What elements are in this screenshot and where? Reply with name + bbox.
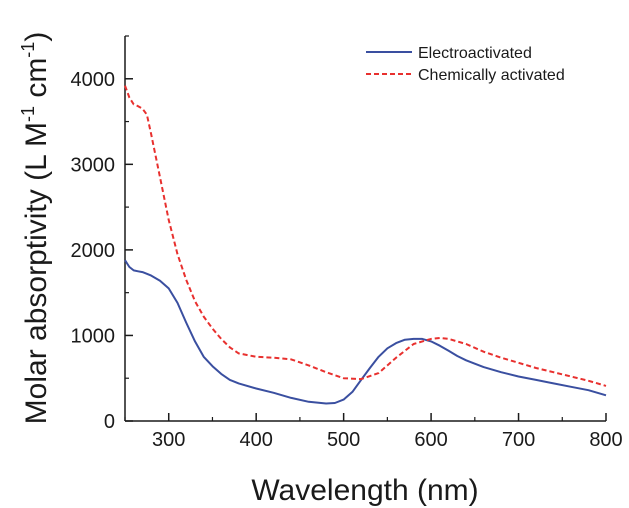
y-axis-title-mid: cm [20, 58, 53, 106]
series-line-1 [124, 259, 607, 405]
series-line-2 [124, 85, 607, 387]
x-tick-label: 300 [152, 429, 185, 451]
x-tick-label: 800 [589, 429, 622, 451]
y-axis-title-sup1: -1 [18, 106, 38, 122]
x-tick-label: 700 [502, 429, 535, 451]
y-tick-label: 4000 [71, 69, 116, 91]
series-layer [124, 85, 607, 405]
y-tick-label: 3000 [71, 154, 116, 176]
y-tick-label: 2000 [71, 240, 116, 262]
axes-layer: 300 400 500 600 700 800 0 1000 2000 3000 4000 [71, 35, 623, 451]
y-axis-title-main: Molar absorptivity (L M [20, 122, 53, 424]
x-axis-title: Wavelength (nm) [251, 474, 478, 507]
x-tick-label: 500 [327, 429, 360, 451]
y-tick-label: 0 [104, 411, 115, 433]
y-axis-title-end: ) [20, 32, 53, 42]
y-axis-title-sup2: -1 [18, 42, 38, 58]
x-tick-label: 600 [414, 429, 447, 451]
legend: Electroactivated Chemically activated [366, 45, 565, 84]
x-tick-label: 400 [239, 429, 272, 451]
y-axis-title: Molar absorptivity (L M-1 cm-1) [18, 32, 53, 425]
legend-label-2: Chemically activated [418, 67, 565, 84]
y-tick-label: 1000 [71, 325, 116, 347]
legend-label-1: Electroactivated [418, 45, 532, 62]
